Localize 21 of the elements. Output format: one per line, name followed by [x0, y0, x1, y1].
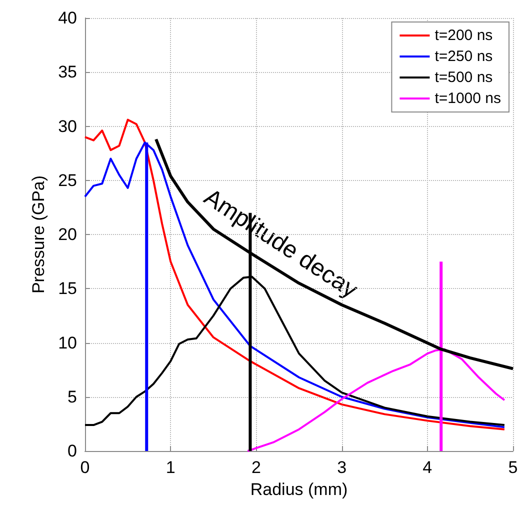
- y-tick-label: 15: [58, 279, 77, 298]
- x-tick-label: 3: [337, 458, 347, 477]
- y-tick-label: 40: [58, 8, 77, 28]
- x-axis-title: Radius (mm): [250, 480, 348, 499]
- y-tick-label: 20: [58, 225, 77, 244]
- y-tick-label: 35: [58, 62, 77, 82]
- x-tick-label: 2: [251, 458, 261, 477]
- legend-label: t=1000 ns: [434, 90, 502, 107]
- x-tick-label: 5: [508, 458, 518, 477]
- x-tick-label: 4: [422, 458, 432, 477]
- y-tick-label: 30: [58, 116, 77, 136]
- x-tick-label: 1: [166, 458, 176, 477]
- legend-label: t=250 ns: [434, 48, 493, 65]
- legend-label: t=500 ns: [434, 69, 493, 86]
- y-tick-label: 5: [68, 387, 77, 406]
- x-tick-label: 0: [80, 458, 90, 477]
- legend-label: t=200 ns: [434, 27, 493, 44]
- y-tick-label: 0: [68, 442, 77, 460]
- y-tick-label: 25: [58, 170, 77, 190]
- y-tick-label: 10: [58, 333, 77, 352]
- y-axis-title: Pressure (GPa): [29, 175, 48, 294]
